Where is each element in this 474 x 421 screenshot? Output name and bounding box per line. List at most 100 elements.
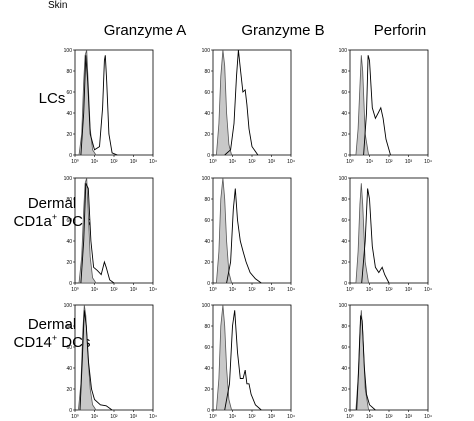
y-tick-label: 20 (204, 387, 210, 393)
x-tick-label: 10² (110, 287, 118, 293)
stained-histogram-line (363, 55, 391, 156)
x-tick-label: 10⁰ (71, 159, 79, 165)
x-tick-label: 10² (248, 414, 256, 420)
row-header-cd14-sup: + (51, 333, 58, 343)
y-tick-label: 40 (204, 366, 210, 372)
y-tick-label: 40 (341, 111, 347, 117)
histogram-panel-r1-c2: 0 20 40 60 80 100 10⁰ 10¹ 10² 10³ 10⁴ (339, 176, 432, 293)
y-tick-label: 100 (202, 48, 211, 54)
x-tick-label: 10² (248, 159, 256, 165)
y-tick-label: 100 (339, 303, 348, 309)
y-tick-label: 60 (204, 218, 210, 224)
y-tick-label: 20 (341, 260, 347, 266)
y-tick-label: 40 (341, 239, 347, 245)
x-tick-label: 10⁴ (149, 414, 157, 420)
y-tick-label: 100 (64, 48, 73, 54)
y-tick-label: 20 (66, 260, 72, 266)
y-tick-label: 80 (341, 197, 347, 203)
y-tick-label: 80 (204, 69, 210, 75)
x-tick-label: 10⁰ (209, 287, 217, 293)
control-histogram-fill (78, 177, 97, 284)
y-tick-label: 80 (66, 69, 72, 75)
control-histogram-fill (78, 49, 97, 156)
y-tick-label: 80 (66, 324, 72, 330)
histogram-panel-r1-c0: 0 20 40 60 80 100 10⁰ 10¹ 10² 10³ 10⁴ (64, 176, 157, 293)
x-tick-label: 10⁴ (424, 287, 432, 293)
control-histogram-fill (215, 304, 233, 411)
control-histogram-fill (355, 55, 370, 156)
y-tick-label: 60 (204, 345, 210, 351)
y-tick-label: 60 (204, 90, 210, 96)
y-tick-label: 100 (202, 303, 211, 309)
x-tick-label: 10³ (405, 287, 413, 293)
x-tick-label: 10¹ (229, 414, 237, 420)
stained-histogram-line (80, 55, 118, 156)
x-tick-label: 10⁴ (149, 159, 157, 165)
column-header-granzyme-a: Granzyme A (103, 22, 187, 39)
row-header-cd14-prefix: Dermal (27, 316, 77, 333)
x-tick-label: 10⁰ (71, 414, 79, 420)
x-tick-label: 10⁴ (424, 414, 432, 420)
stained-histogram-line (79, 310, 113, 411)
x-tick-label: 10³ (130, 159, 138, 165)
y-tick-label: 20 (66, 387, 72, 393)
x-tick-label: 10² (385, 159, 393, 165)
x-tick-label: 10³ (405, 414, 413, 420)
stained-histogram-line (361, 188, 390, 284)
y-tick-label: 0 (344, 408, 347, 414)
y-tick-label: 100 (64, 303, 73, 309)
y-tick-label: 0 (69, 153, 72, 159)
y-tick-label: 60 (66, 90, 72, 96)
y-tick-label: 0 (344, 153, 347, 159)
row-header-cd1a-prefix: Dermal (27, 195, 77, 212)
y-tick-label: 80 (66, 197, 72, 203)
x-tick-label: 10⁰ (346, 414, 354, 420)
x-tick-label: 10⁴ (149, 287, 157, 293)
y-tick-label: 0 (69, 408, 72, 414)
stained-histogram-line (356, 315, 376, 411)
y-tick-label: 40 (204, 111, 210, 117)
x-tick-label: 10² (110, 414, 118, 420)
x-tick-label: 10³ (268, 414, 276, 420)
y-tick-label: 100 (64, 176, 73, 182)
y-tick-label: 40 (66, 111, 72, 117)
y-tick-label: 0 (207, 153, 210, 159)
y-tick-label: 0 (207, 408, 210, 414)
y-tick-label: 60 (341, 218, 347, 224)
x-tick-label: 10² (385, 414, 393, 420)
x-tick-label: 10¹ (366, 159, 374, 165)
x-tick-label: 10¹ (91, 287, 99, 293)
y-tick-label: 0 (207, 281, 210, 287)
histogram-panel-r2-c1: 0 20 40 60 80 100 10⁰ 10¹ 10² 10³ 10⁴ (202, 303, 295, 420)
histogram-panel-r0-c0: 0 20 40 60 80 100 10⁰ 10¹ 10² 10³ 10⁴ (64, 48, 157, 165)
x-tick-label: 10³ (130, 414, 138, 420)
x-tick-label: 10⁰ (346, 287, 354, 293)
x-tick-label: 10³ (130, 287, 138, 293)
y-tick-label: 20 (341, 387, 347, 393)
stained-histogram-line (224, 49, 259, 156)
y-tick-label: 100 (339, 176, 348, 182)
y-tick-label: 40 (66, 239, 72, 245)
x-tick-label: 10¹ (229, 159, 237, 165)
x-tick-label: 10¹ (366, 414, 374, 420)
y-tick-label: 20 (341, 132, 347, 138)
column-header-perforin: Perforin (373, 22, 427, 39)
x-tick-label: 10² (110, 159, 118, 165)
row-header-cd1a-sup: + (51, 212, 58, 222)
figure-title: Skin (48, 0, 68, 11)
y-tick-label: 80 (204, 324, 210, 330)
stained-histogram-line (224, 310, 262, 411)
y-tick-label: 60 (66, 345, 72, 351)
y-tick-label: 40 (66, 366, 72, 372)
x-tick-label: 10¹ (366, 287, 374, 293)
column-header-granzyme-b: Granzyme B (241, 22, 325, 39)
x-tick-label: 10³ (268, 159, 276, 165)
y-tick-label: 60 (66, 218, 72, 224)
x-tick-label: 10⁴ (287, 414, 295, 420)
y-tick-label: 100 (339, 48, 348, 54)
row-header-cd1a-label: CD1a (13, 213, 52, 230)
x-tick-label: 10⁰ (71, 287, 79, 293)
y-tick-label: 20 (204, 132, 210, 138)
y-tick-label: 20 (204, 260, 210, 266)
